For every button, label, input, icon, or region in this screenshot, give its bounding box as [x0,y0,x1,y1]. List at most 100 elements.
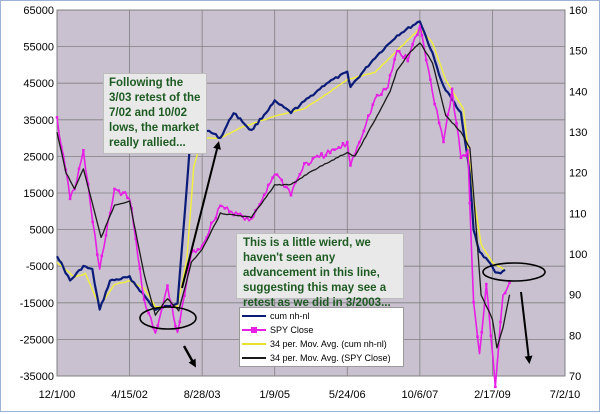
spy-point [315,154,319,158]
legend-swatch [242,324,266,336]
spy-point [508,281,511,284]
spy-point [420,34,424,37]
spy-point [442,140,445,144]
spy-point [337,146,340,149]
y-right-tick-label: 70 [569,371,581,383]
spy-point [108,211,112,215]
annotation-marks [139,141,546,368]
spy-point [250,217,253,220]
y-right-ticks: 160 150 140 130 120 110 100 90 80 70 [569,5,587,383]
spy-point [345,140,349,144]
spy-point [192,249,195,252]
spy-point [358,141,361,144]
annotation-retest: This is a little wierd, we haven't seen … [236,233,404,309]
y-left-tick-label: 15000 [23,188,54,200]
spy-point [156,324,160,327]
spy-point [147,311,150,315]
spy-point [280,178,283,182]
spy-point [349,164,352,167]
spy-point [485,282,488,286]
spy-point [433,102,436,106]
spy-point [494,385,497,389]
legend-item-ma-spy: 34 per. Mov. Avg. (SPY Close) [242,352,391,364]
series-line-0 [56,20,506,311]
spy-point [205,236,209,239]
annotation-retest-text: This is a little wierd, we haven't seen … [243,237,391,309]
spy-point [82,149,85,152]
legend-item-spy-close: SPY Close [242,324,313,336]
y-left-tick-label: -15000 [20,298,54,310]
y-left-tick-label: 5000 [30,225,54,237]
spy-point [311,157,315,160]
spy-point [424,58,428,62]
spy-point [55,116,59,119]
spy-point [446,113,450,117]
spy-point [480,330,484,334]
y-left-tick-label: 25000 [23,151,54,163]
spy-point [397,49,401,53]
y-left-tick-label: 35000 [23,115,54,127]
spy-point [285,185,288,189]
y-right-tick-label: 100 [569,249,587,261]
x-tick-label: 8/28/03 [184,389,221,401]
y-right-tick-label: 110 [569,208,587,220]
spy-point [362,129,366,133]
gridlines [56,9,566,377]
spy-point [406,59,410,63]
spy-point [375,93,379,97]
spy-point [91,220,95,224]
y-left-tick-label: 45000 [23,78,54,90]
arrow-up [181,141,221,289]
highlight-ellipse [139,306,197,330]
spy-point [126,196,129,200]
spy-point [60,145,63,149]
y-left-tick-label: -25000 [20,334,54,346]
spy-point [303,162,306,165]
y-right-tick-label: 140 [569,86,587,98]
highlight-ellipse [482,262,546,282]
spy-point [459,156,463,160]
arrow-down-right [520,291,533,364]
x-tick-label: 12/1/00 [39,389,76,401]
legend-swatch [242,310,266,322]
y-left-tick-label: -5000 [26,261,54,273]
y-right-tick-label: 120 [569,168,587,180]
spy-point [236,213,240,216]
legend-label: 34 per. Mov. Avg. (cum nh-nl) [270,339,387,349]
spy-point [166,284,169,287]
legend-label: SPY Close [270,325,314,335]
spy-point [100,254,104,258]
x-tick-label: 1/9/05 [259,389,290,401]
spy-point [187,264,191,267]
spy-point [183,294,186,297]
annotation-rally: Following the 3/03 retest of the 7/02 an… [103,73,207,154]
spy-point [96,253,99,256]
spy-point [134,237,138,240]
y-right-tick-label: 90 [569,290,581,302]
spy-point [138,267,142,270]
spy-point [416,33,419,37]
x-tick-label: 5/24/06 [329,389,366,401]
y-left-tick-label: -35000 [20,371,54,383]
spy-point [499,320,502,324]
y-right-tick-label: 150 [569,46,587,58]
spy-point [219,204,222,208]
arrow-down-left [182,345,196,368]
spy-point [333,148,336,151]
spy-point [367,114,370,117]
spy-point [223,207,227,210]
legend-item-cum-nh-nl: cum nh-nl [242,310,310,322]
spy-point [380,93,383,96]
spy-point [429,78,432,81]
spy-point [275,173,279,176]
legend-label: 34 per. Mov. Avg. (SPY Close) [270,353,391,363]
legend-swatch [242,338,266,350]
spy-point [121,191,125,195]
spy-point [68,197,72,201]
spy-point [271,176,274,180]
spy-point [307,163,310,166]
spy-point [196,248,200,251]
legend-item-ma-cum: 34 per. Mov. Avg. (cum nh-nl) [242,338,387,350]
spy-point [371,103,375,106]
